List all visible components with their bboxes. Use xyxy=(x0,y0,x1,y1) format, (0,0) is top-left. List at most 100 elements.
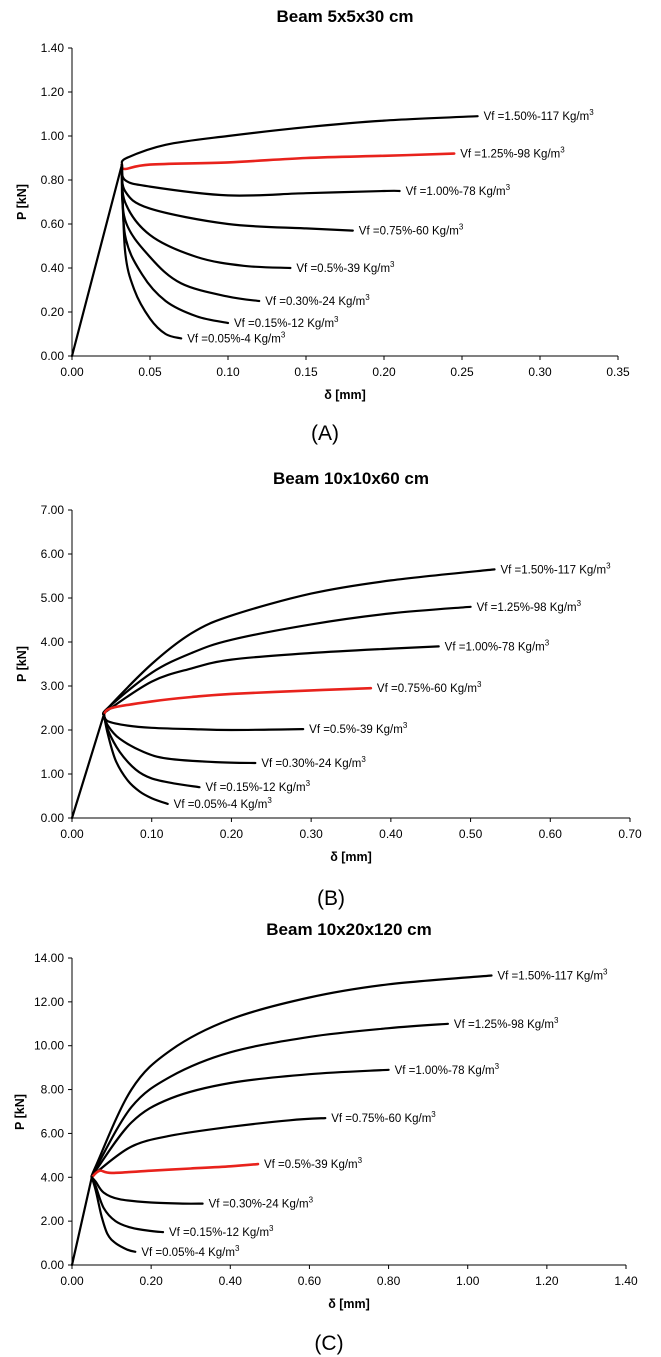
y-tick-label: 8.00 xyxy=(41,1083,65,1097)
series-label: Vf =1.25%-98 Kg/m3 xyxy=(454,1016,559,1031)
y-tick-label: 7.00 xyxy=(41,503,65,517)
series-label: Vf =0.15%-12 Kg/m3 xyxy=(234,315,339,330)
y-tick-label: 2.00 xyxy=(41,723,65,737)
series-label: Vf =1.25%-98 Kg/m3 xyxy=(460,146,565,161)
y-tick-label: 1.00 xyxy=(41,129,65,143)
series-label: Vf =1.50%-117 Kg/m3 xyxy=(500,561,611,576)
series-label: Vf =0.05%-4 Kg/m3 xyxy=(187,330,286,345)
series-line xyxy=(90,1162,260,1179)
x-tick-label: 0.00 xyxy=(60,1274,84,1288)
series-line xyxy=(90,1176,137,1253)
y-tick-label: 12.00 xyxy=(34,995,64,1009)
x-axis-label: δ [mm] xyxy=(324,388,366,402)
x-tick-label: 0.00 xyxy=(60,365,84,379)
series-label: Vf =0.5%-39 Kg/m3 xyxy=(309,721,408,736)
series-line xyxy=(102,713,201,789)
x-tick-label: 0.00 xyxy=(60,827,84,841)
series-label: Vf =0.05%-4 Kg/m3 xyxy=(141,1244,240,1259)
series-line xyxy=(102,713,257,765)
x-tick-label: 1.00 xyxy=(456,1274,480,1288)
series-label: Vf =0.15%-12 Kg/m3 xyxy=(206,779,311,794)
series-line xyxy=(120,163,354,232)
series-label: Vf =0.15%-12 Kg/m3 xyxy=(169,1224,274,1239)
series-line xyxy=(90,1176,204,1205)
series-line xyxy=(120,163,183,340)
series-line xyxy=(90,1022,449,1179)
x-tick-label: 0.70 xyxy=(618,827,642,841)
x-tick-label: 0.30 xyxy=(528,365,552,379)
x-tick-label: 0.50 xyxy=(459,827,483,841)
elastic-branch-line xyxy=(70,163,124,358)
series-line xyxy=(90,1176,165,1234)
series-line xyxy=(90,974,493,1179)
x-tick-label: 0.60 xyxy=(539,827,563,841)
chart-title: Beam 10x20x120 cm xyxy=(266,920,431,939)
series-line xyxy=(120,163,401,197)
y-tick-label: 2.00 xyxy=(41,1214,65,1228)
series-line xyxy=(120,152,456,171)
x-tick-label: 0.30 xyxy=(299,827,323,841)
series-line xyxy=(90,1068,390,1179)
x-axis-label: δ [mm] xyxy=(328,1297,370,1311)
series-label: Vf =1.00%-78 Kg/m3 xyxy=(395,1062,500,1077)
y-tick-label: 4.00 xyxy=(41,635,65,649)
chart-title: Beam 5x5x30 cm xyxy=(276,7,413,26)
x-tick-label: 0.10 xyxy=(140,827,164,841)
y-axis-label: P [kN] xyxy=(15,646,29,682)
series-label: Vf =1.00%-78 Kg/m3 xyxy=(406,183,511,198)
y-tick-label: 1.40 xyxy=(41,41,65,55)
y-tick-label: 0.80 xyxy=(41,173,65,187)
y-tick-label: 0.00 xyxy=(41,811,65,825)
series-label: Vf =0.5%-39 Kg/m3 xyxy=(296,260,395,275)
x-axis-label: δ [mm] xyxy=(330,850,372,864)
y-tick-label: 0.00 xyxy=(41,1258,65,1272)
y-tick-label: 6.00 xyxy=(41,1126,65,1140)
y-tick-label: 1.00 xyxy=(41,767,65,781)
y-tick-label: 0.00 xyxy=(41,349,65,363)
series-label: Vf =1.50%-117 Kg/m3 xyxy=(497,968,608,983)
y-tick-label: 1.20 xyxy=(41,85,65,99)
chart-panel-c: Beam 10x20x120 cm 0.00 2.00 4.00 6.00 8.00 10.… xyxy=(13,920,638,1355)
series-label: Vf =0.30%-24 Kg/m3 xyxy=(265,293,370,308)
x-tick-label: 0.40 xyxy=(379,827,403,841)
series-line xyxy=(120,115,479,166)
x-tick-label: 0.05 xyxy=(138,365,162,379)
series-label: Vf =0.75%-60 Kg/m3 xyxy=(377,680,482,695)
x-tick-label: 0.40 xyxy=(219,1274,243,1288)
x-tick-label: 0.35 xyxy=(606,365,630,379)
elastic-branch-line xyxy=(70,713,105,820)
series-label: Vf =1.25%-98 Kg/m3 xyxy=(477,599,582,614)
panel-caption: (B) xyxy=(317,887,345,910)
y-tick-label: 4.00 xyxy=(41,1170,65,1184)
x-tick-label: 1.40 xyxy=(614,1274,638,1288)
x-tick-label: 0.80 xyxy=(377,1274,401,1288)
x-tick-label: 0.20 xyxy=(372,365,396,379)
x-tick-label: 0.20 xyxy=(139,1274,163,1288)
panel-caption: (C) xyxy=(314,1332,343,1355)
series-label: Vf =0.75%-60 Kg/m3 xyxy=(359,223,464,238)
y-tick-label: 5.00 xyxy=(41,591,65,605)
x-tick-label: 0.25 xyxy=(450,365,474,379)
series-label: Vf =1.50%-117 Kg/m3 xyxy=(484,108,595,123)
series-line xyxy=(102,686,373,716)
x-tick-label: 0.15 xyxy=(294,365,318,379)
y-axis-label: P [kN] xyxy=(15,184,29,220)
x-tick-label: 0.10 xyxy=(216,365,240,379)
x-tick-label: 1.20 xyxy=(535,1274,559,1288)
series-label: Vf =0.30%-24 Kg/m3 xyxy=(261,755,366,770)
chart-panel-b: Beam 10x10x60 cm 0.00 1.00 2.00 3.00 4.00 5.00… xyxy=(15,469,642,910)
series-line xyxy=(120,163,292,270)
y-tick-label: 0.40 xyxy=(41,261,65,275)
series-label: Vf =0.05%-4 Kg/m3 xyxy=(174,796,273,811)
series-line xyxy=(102,605,472,716)
series-label: Vf =1.00%-78 Kg/m3 xyxy=(445,638,550,653)
series-label: Vf =0.30%-24 Kg/m3 xyxy=(209,1196,314,1211)
y-tick-label: 6.00 xyxy=(41,547,65,561)
series-label: Vf =0.5%-39 Kg/m3 xyxy=(264,1156,363,1171)
chart-panel-a: Beam 5x5x30 cm 0.00 0.20 0.40 0.60 0.80 1.00 1.… xyxy=(15,7,630,445)
x-tick-label: 0.60 xyxy=(298,1274,322,1288)
elastic-branch-line xyxy=(70,1176,93,1267)
series-label: Vf =0.75%-60 Kg/m3 xyxy=(331,1110,436,1125)
